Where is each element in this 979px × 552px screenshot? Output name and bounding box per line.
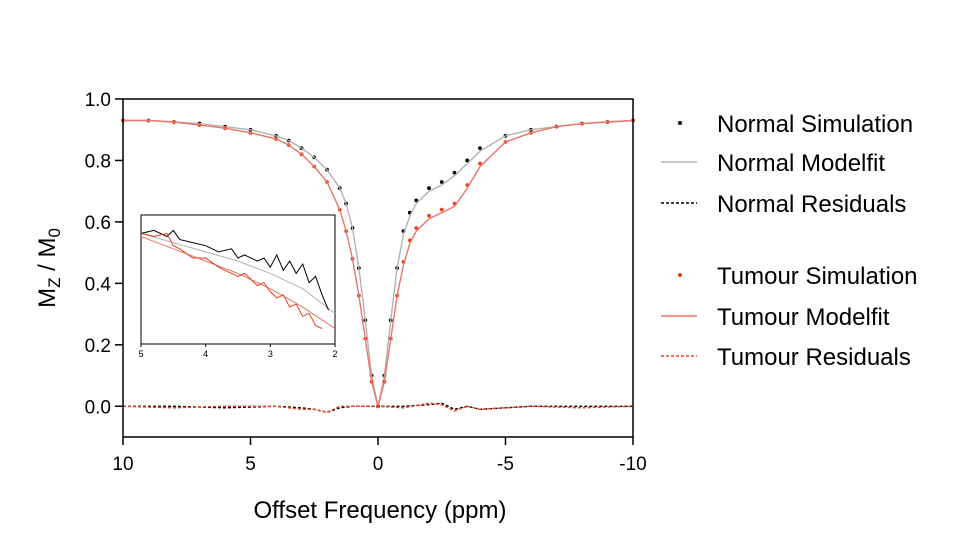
inset-series-line	[140, 232, 323, 330]
inset-x-tick-label: 5	[138, 349, 143, 359]
normal-simulation-point	[414, 198, 419, 203]
normal-simulation-point	[439, 180, 444, 184]
y-axis-title: MZ / M0	[34, 228, 64, 308]
legend-label-normal-simulation: Normal Simulation	[717, 111, 913, 138]
y-tick-label: 1.0	[85, 90, 111, 111]
x-tick-label: 10	[112, 454, 133, 475]
inset-series-line	[140, 236, 336, 330]
inset-x-tick-label: 4	[203, 349, 208, 359]
tumour-simulation-point	[478, 161, 482, 166]
x-tick-label: 5	[245, 454, 256, 475]
normal-simulation-point	[427, 186, 431, 191]
axes-layer: 0.0 0.2 0.4 0.6 0.8 1.0 10 5 0 -5 -10	[85, 90, 647, 475]
tumour-simulation-point	[414, 226, 419, 230]
y-tick-label: 0.0	[85, 397, 111, 418]
inset-frame	[140, 214, 336, 345]
y-axis-title-sub1: Z	[45, 278, 64, 288]
x-tick-label: -5	[497, 454, 514, 475]
inset-x-tick-label: 2	[332, 349, 337, 359]
tumour-simulation-point	[427, 213, 431, 218]
x-tick-label: 0	[373, 454, 384, 475]
y-axis-title-sub2: 0	[45, 228, 64, 237]
residuals-layer	[122, 402, 634, 414]
y-tick-label: 0.2	[85, 336, 111, 357]
legend: Normal Simulation Normal Modelfit Normal R…	[661, 111, 918, 371]
x-axis-title: Offset Frequency (ppm)	[254, 497, 507, 524]
legend-label-tumour-simulation: Tumour Simulation	[717, 263, 918, 290]
inset-plot: 5 4 3 2	[138, 214, 338, 359]
normal-simulation-point	[452, 170, 457, 175]
legend-label-tumour-modelfit: Tumour Modelfit	[717, 304, 890, 331]
normal-simulation-point	[478, 146, 482, 151]
legend-label-normal-residuals: Normal Residuals	[717, 191, 906, 218]
y-axis-title-mid: / M	[34, 238, 61, 278]
inset-series-line	[140, 232, 336, 314]
legend-label-normal-modelfit: Normal Modelfit	[717, 150, 885, 177]
legend-marker-tumour-simulation	[678, 273, 682, 277]
y-tick-label: 0.6	[85, 213, 111, 234]
x-tick-label: -10	[619, 454, 646, 475]
inset-x-tick-label: 3	[268, 349, 273, 359]
tumour-simulation-point	[439, 207, 444, 212]
legend-marker-normal-simulation	[678, 121, 682, 125]
legend-label-tumour-residuals: Tumour Residuals	[717, 344, 911, 371]
y-axis-title-main: M	[34, 288, 61, 308]
tumour-residuals-line	[122, 402, 634, 414]
normal-simulation-point	[465, 158, 470, 163]
y-tick-label: 0.4	[85, 274, 112, 295]
y-tick-label: 0.8	[85, 151, 111, 172]
inset-series-line	[140, 229, 329, 311]
